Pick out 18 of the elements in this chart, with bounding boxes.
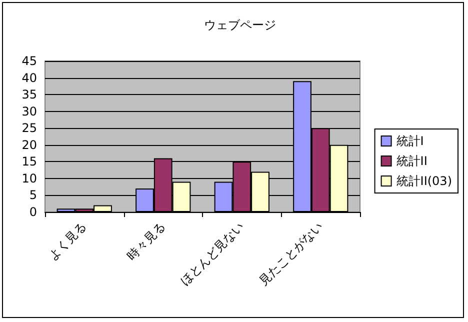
y-tick-label: 30 [22, 104, 37, 118]
y-tick-label: 25 [22, 121, 37, 136]
y-tick-label: 15 [22, 154, 37, 169]
y-tick-label: 20 [22, 138, 37, 152]
x-tick-label: 見たことがない [256, 219, 326, 288]
y-tick-label: 0 [29, 205, 37, 219]
x-tick-label: ほとんど見ない [178, 219, 247, 288]
chart-title: ウェブページ [204, 18, 276, 32]
legend-label: 統計II [396, 154, 428, 168]
x-tick-label: 時々見る [124, 219, 168, 263]
y-tick-label: 45 [22, 54, 37, 68]
y-tick-label: 10 [22, 171, 37, 186]
legend-label: 統計I [396, 134, 424, 148]
y-tick-label: 40 [22, 70, 37, 85]
y-tick-label: 35 [22, 88, 37, 102]
x-tick-label: よく見る [45, 219, 90, 263]
legend-label: 統計II(03) [396, 174, 452, 188]
y-tick-label: 5 [29, 188, 37, 202]
